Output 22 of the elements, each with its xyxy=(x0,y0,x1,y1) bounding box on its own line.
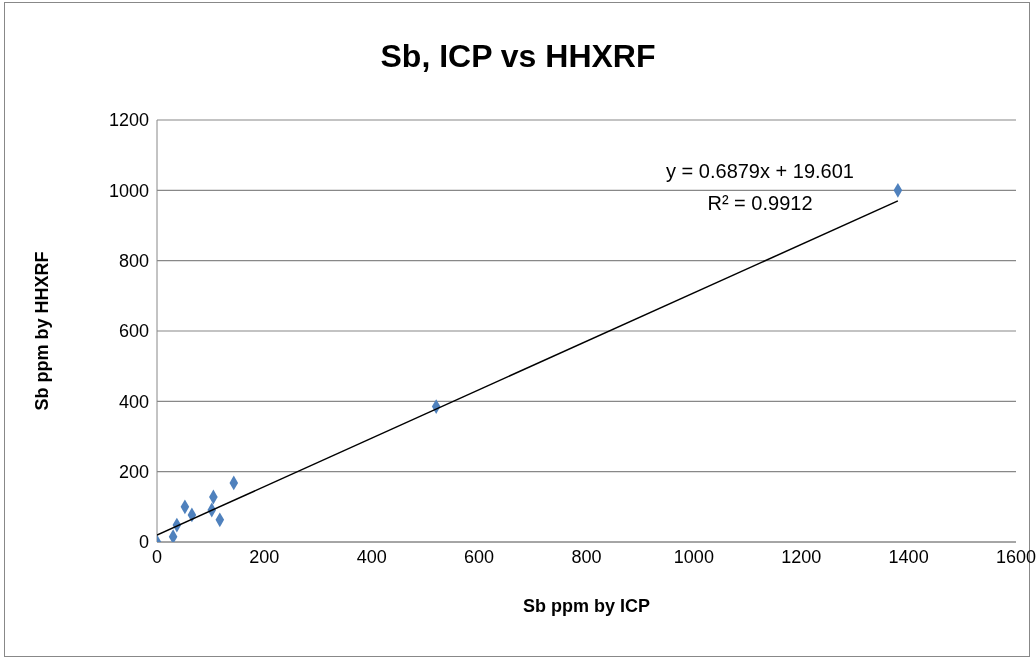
x-tick-label: 800 xyxy=(571,546,602,567)
y-tick-label: 400 xyxy=(118,391,149,412)
x-tick-label: 600 xyxy=(464,546,495,567)
x-tick-label: 1000 xyxy=(673,546,714,567)
y-tick-label: 0 xyxy=(138,532,149,553)
annotation: y = 0.6879x + 19.601 xyxy=(665,160,855,183)
y-axis-title: Sb ppm by HHXRF xyxy=(32,251,53,411)
x-tick-label: 200 xyxy=(249,546,280,567)
x-tick-label: 400 xyxy=(356,546,387,567)
y-tick-label: 800 xyxy=(118,251,149,272)
chart-title: Sb, ICP vs HHXRF xyxy=(379,38,657,75)
x-tick-label: 0 xyxy=(151,546,163,567)
x-tick-label: 1600 xyxy=(995,546,1036,567)
annotation: R² = 0.9912 xyxy=(706,192,814,215)
x-tick-label: 1400 xyxy=(888,546,929,567)
y-tick-label: 1000 xyxy=(108,180,149,201)
y-tick-label: 600 xyxy=(118,321,149,342)
y-tick-label: 200 xyxy=(118,462,149,483)
y-tick-label: 1200 xyxy=(108,110,149,131)
point xyxy=(168,529,178,542)
x-axis-title: Sb ppm by ICP xyxy=(522,596,651,616)
x-tick-label: 1200 xyxy=(781,546,822,567)
